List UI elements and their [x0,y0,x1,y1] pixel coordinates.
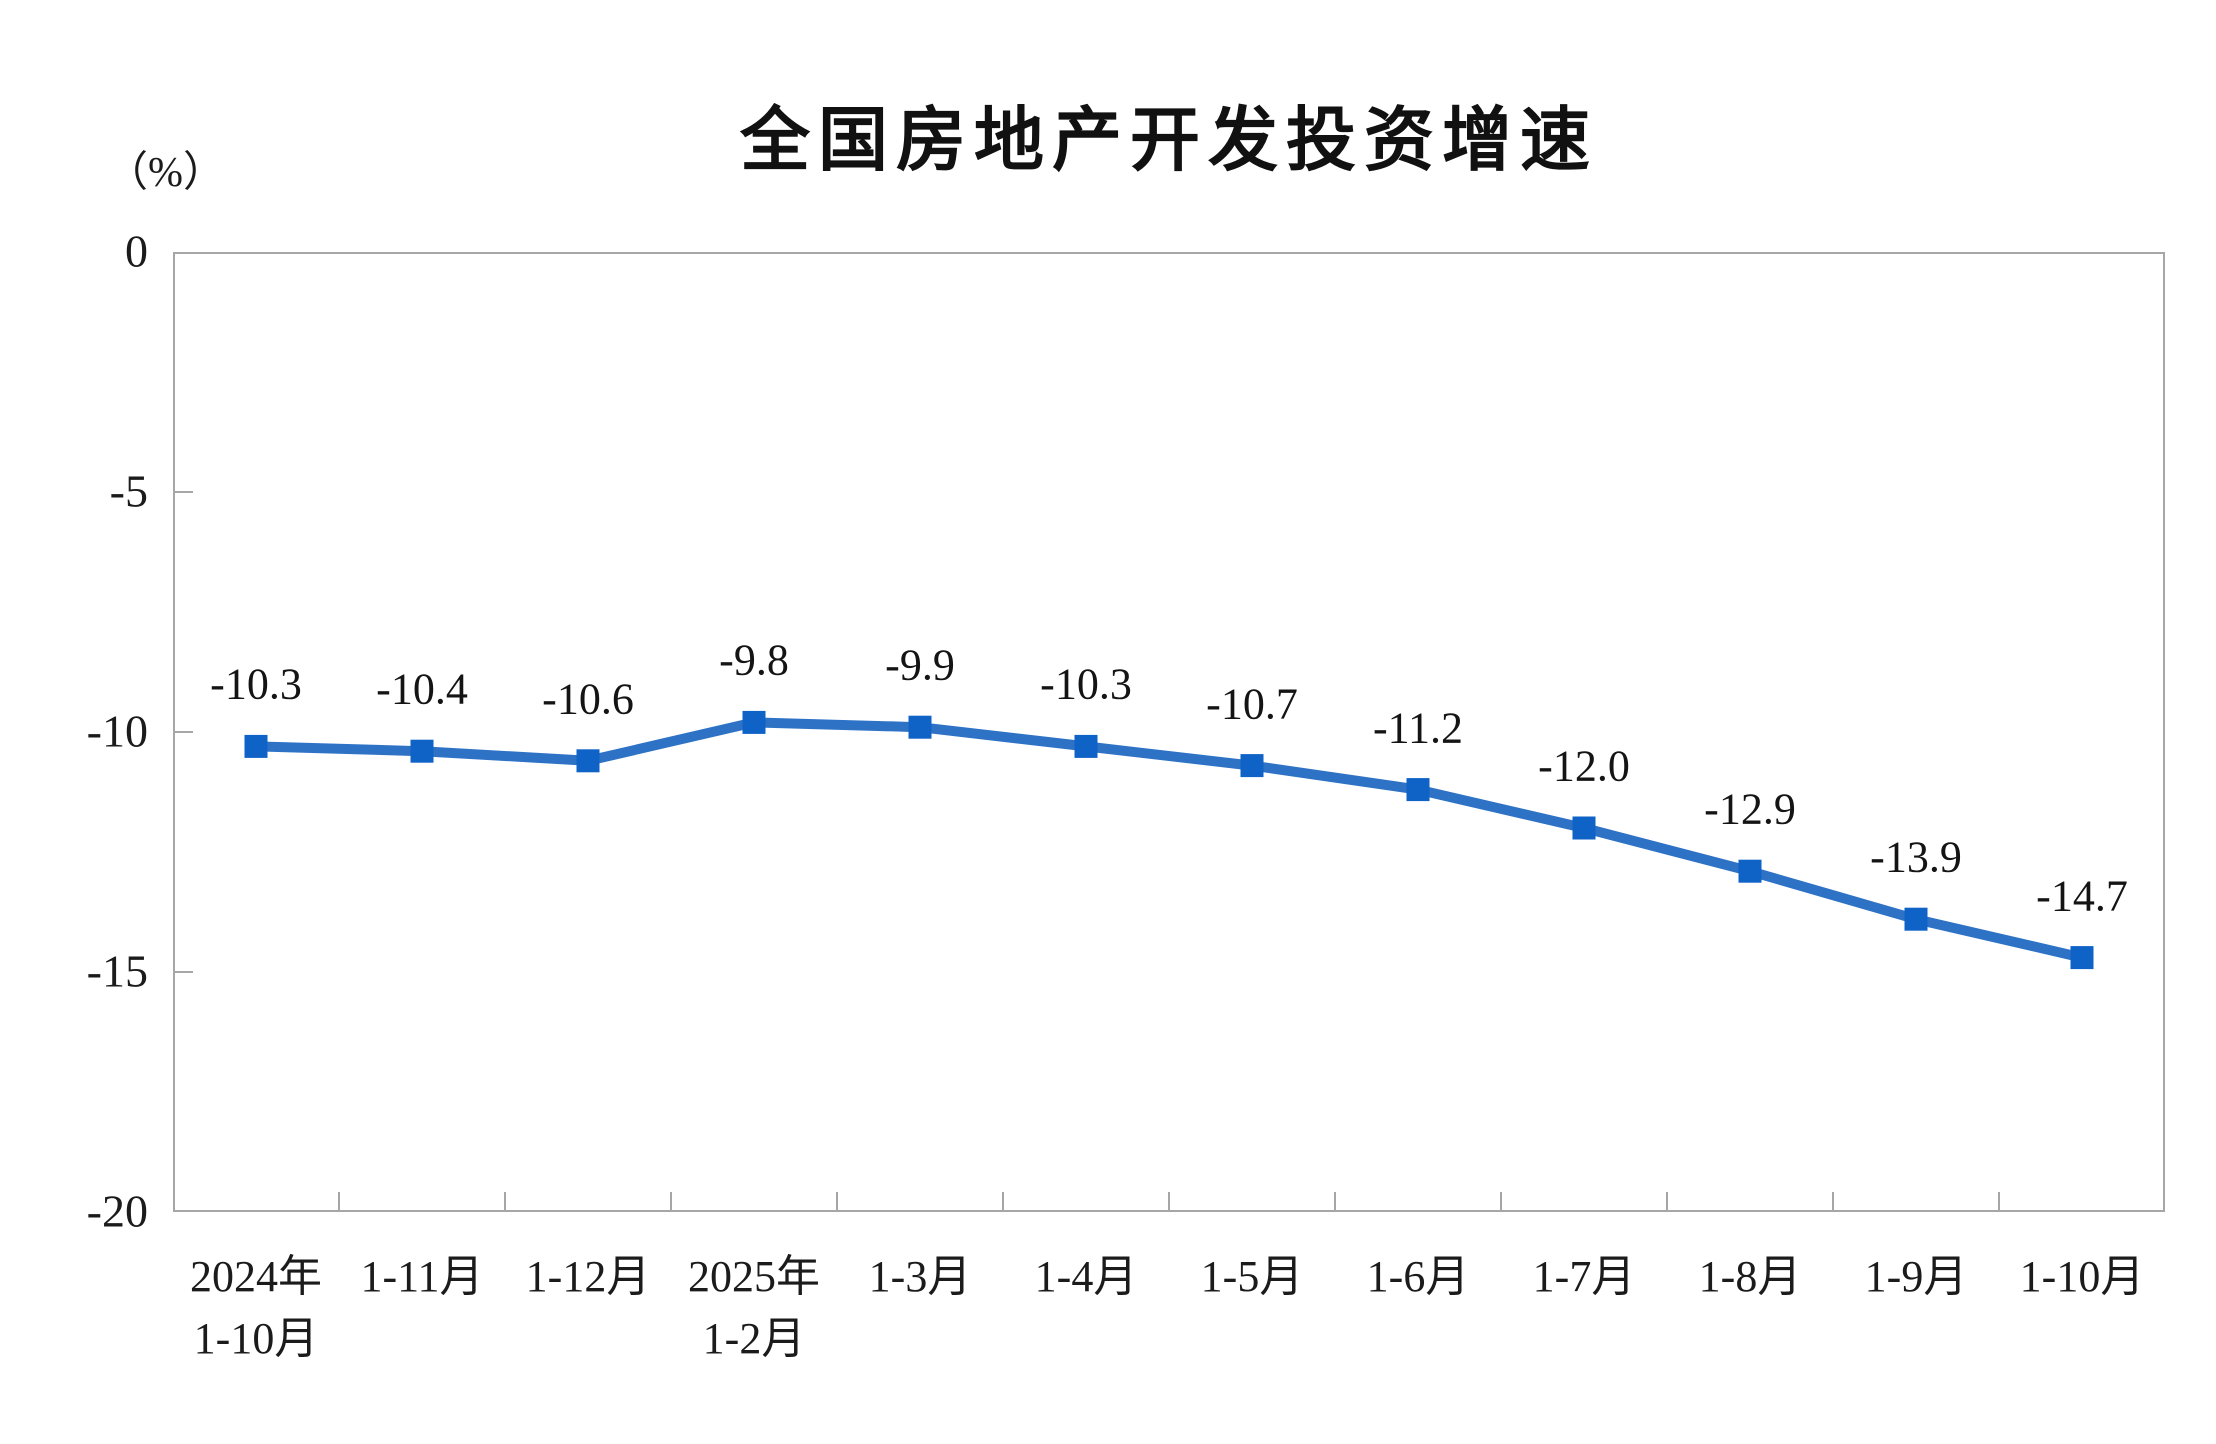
x-axis-tick-mark [670,1192,672,1212]
x-axis-category-label: 1-6月 [1366,1252,1470,1301]
x-axis-tick-mark [1334,1192,1336,1212]
data-point-label: -10.3 [210,659,302,709]
x-axis-tick-mark [1500,1192,1502,1212]
data-point-label: -9.8 [719,635,789,685]
x-axis-category-label: 1-9月 [1864,1252,1968,1301]
data-point-label: -14.7 [2036,871,2128,921]
x-axis-tick-mark [338,1192,340,1212]
data-point-label: -12.9 [1704,784,1796,834]
x-axis-tick-mark [836,1192,838,1212]
plot-area [173,252,2165,1212]
x-axis-tick-mark [504,1192,506,1212]
x-axis-category-label: 1-5月 [1200,1252,1304,1301]
data-point-label: -10.7 [1206,679,1298,729]
x-axis-category-label: 1-12月 [525,1252,651,1301]
data-point-label: -11.2 [1372,703,1464,753]
x-axis-category-label: 1-10月 [2019,1252,2145,1301]
x-axis-category-label: 1-11月 [360,1252,484,1301]
x-axis-tick-mark [1998,1192,2000,1212]
y-axis-tick-label: -10 [86,705,148,757]
y-axis-tick-label: 0 [125,225,148,277]
x-axis-tick-mark [1832,1192,1834,1212]
data-point-label: -10.6 [542,674,634,724]
data-point-label: -13.9 [1870,832,1962,882]
x-axis-category-label: 2025年 1-2月 [688,1252,820,1363]
y-axis-unit-label: （%） [106,150,225,196]
chart-title: 全国房地产开发投资增速 [740,99,1598,181]
y-axis-tick-label: -20 [86,1185,148,1237]
x-axis-tick-mark [1666,1192,1668,1212]
y-axis-tick-mark [173,731,193,733]
y-axis-tick-mark [173,491,193,493]
data-point-label: -9.9 [885,640,955,690]
x-axis-category-label: 1-3月 [868,1252,972,1301]
data-point-label: -10.3 [1040,659,1132,709]
y-axis-tick-mark [173,971,193,973]
data-point-label: -10.4 [376,664,468,714]
data-point-label: -12.0 [1538,741,1630,791]
x-axis-tick-mark [1168,1192,1170,1212]
x-axis-tick-mark [1002,1192,1004,1212]
x-axis-category-label: 1-4月 [1034,1252,1138,1301]
y-axis-tick-label: -15 [86,945,148,997]
x-axis-category-label: 1-8月 [1698,1252,1802,1301]
y-axis-tick-label: -5 [109,465,148,517]
x-axis-category-label: 2024年 1-10月 [190,1252,322,1363]
x-axis-category-label: 1-7月 [1532,1252,1636,1301]
